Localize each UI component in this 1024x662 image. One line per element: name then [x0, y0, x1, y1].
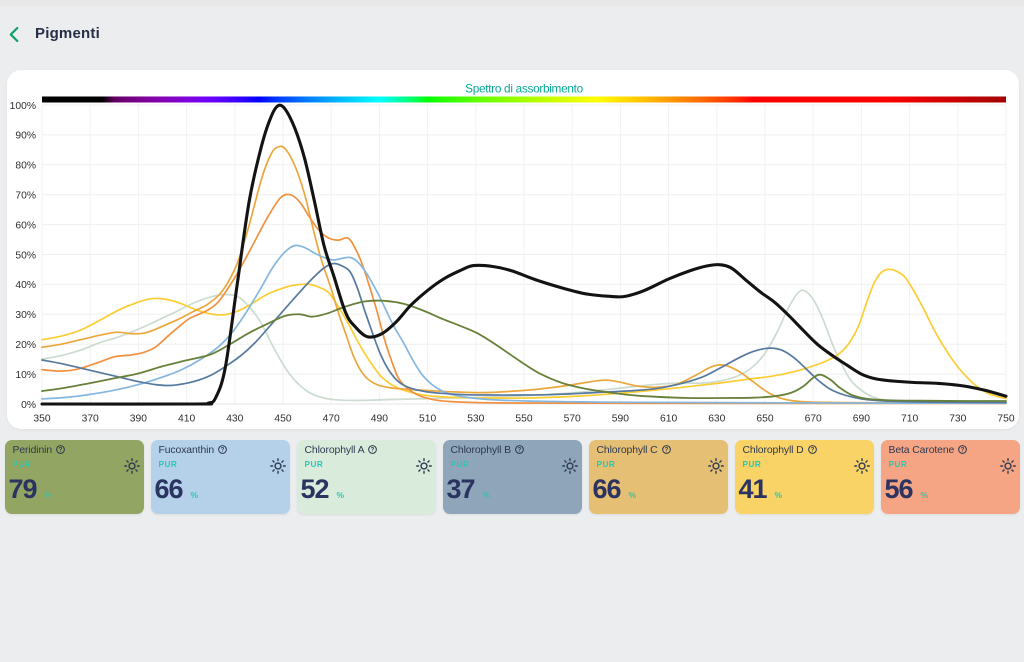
- svg-text:70%: 70%: [15, 191, 36, 202]
- svg-text:430: 430: [226, 414, 243, 425]
- svg-text:450: 450: [274, 414, 291, 425]
- svg-text:530: 530: [467, 414, 484, 425]
- svg-text:50%: 50%: [15, 250, 36, 261]
- svg-text:730: 730: [949, 414, 966, 425]
- svg-text:100%: 100%: [10, 101, 36, 112]
- svg-text:650: 650: [756, 414, 773, 425]
- svg-text:550: 550: [515, 414, 532, 425]
- svg-text:?: ?: [810, 447, 814, 454]
- svg-text:40%: 40%: [15, 280, 36, 291]
- svg-text:630: 630: [708, 414, 725, 425]
- svg-text:590: 590: [612, 414, 629, 425]
- svg-text:?: ?: [59, 447, 63, 454]
- svg-text:?: ?: [664, 447, 668, 454]
- svg-text:750: 750: [997, 414, 1014, 425]
- svg-text:10%: 10%: [15, 370, 36, 381]
- svg-text:510: 510: [419, 414, 436, 425]
- svg-text:610: 610: [660, 414, 677, 425]
- svg-text:80%: 80%: [15, 161, 36, 172]
- svg-text:390: 390: [130, 414, 147, 425]
- svg-text:670: 670: [805, 414, 822, 425]
- svg-text:0%: 0%: [21, 400, 36, 411]
- svg-text:60%: 60%: [15, 220, 36, 231]
- svg-text:710: 710: [901, 414, 918, 425]
- svg-text:Spettro di assorbimento: Spettro di assorbimento: [465, 82, 583, 96]
- svg-text:20%: 20%: [15, 340, 36, 351]
- svg-text:?: ?: [961, 447, 965, 454]
- svg-text:570: 570: [564, 414, 581, 425]
- svg-text:410: 410: [178, 414, 195, 425]
- svg-text:470: 470: [323, 414, 340, 425]
- svg-text:?: ?: [518, 447, 522, 454]
- svg-text:?: ?: [221, 447, 225, 454]
- svg-text:690: 690: [853, 414, 870, 425]
- svg-text:370: 370: [82, 414, 99, 425]
- svg-text:490: 490: [371, 414, 388, 425]
- svg-text:?: ?: [371, 447, 375, 454]
- svg-text:90%: 90%: [15, 131, 36, 142]
- svg-text:30%: 30%: [15, 310, 36, 321]
- svg-text:350: 350: [33, 414, 50, 425]
